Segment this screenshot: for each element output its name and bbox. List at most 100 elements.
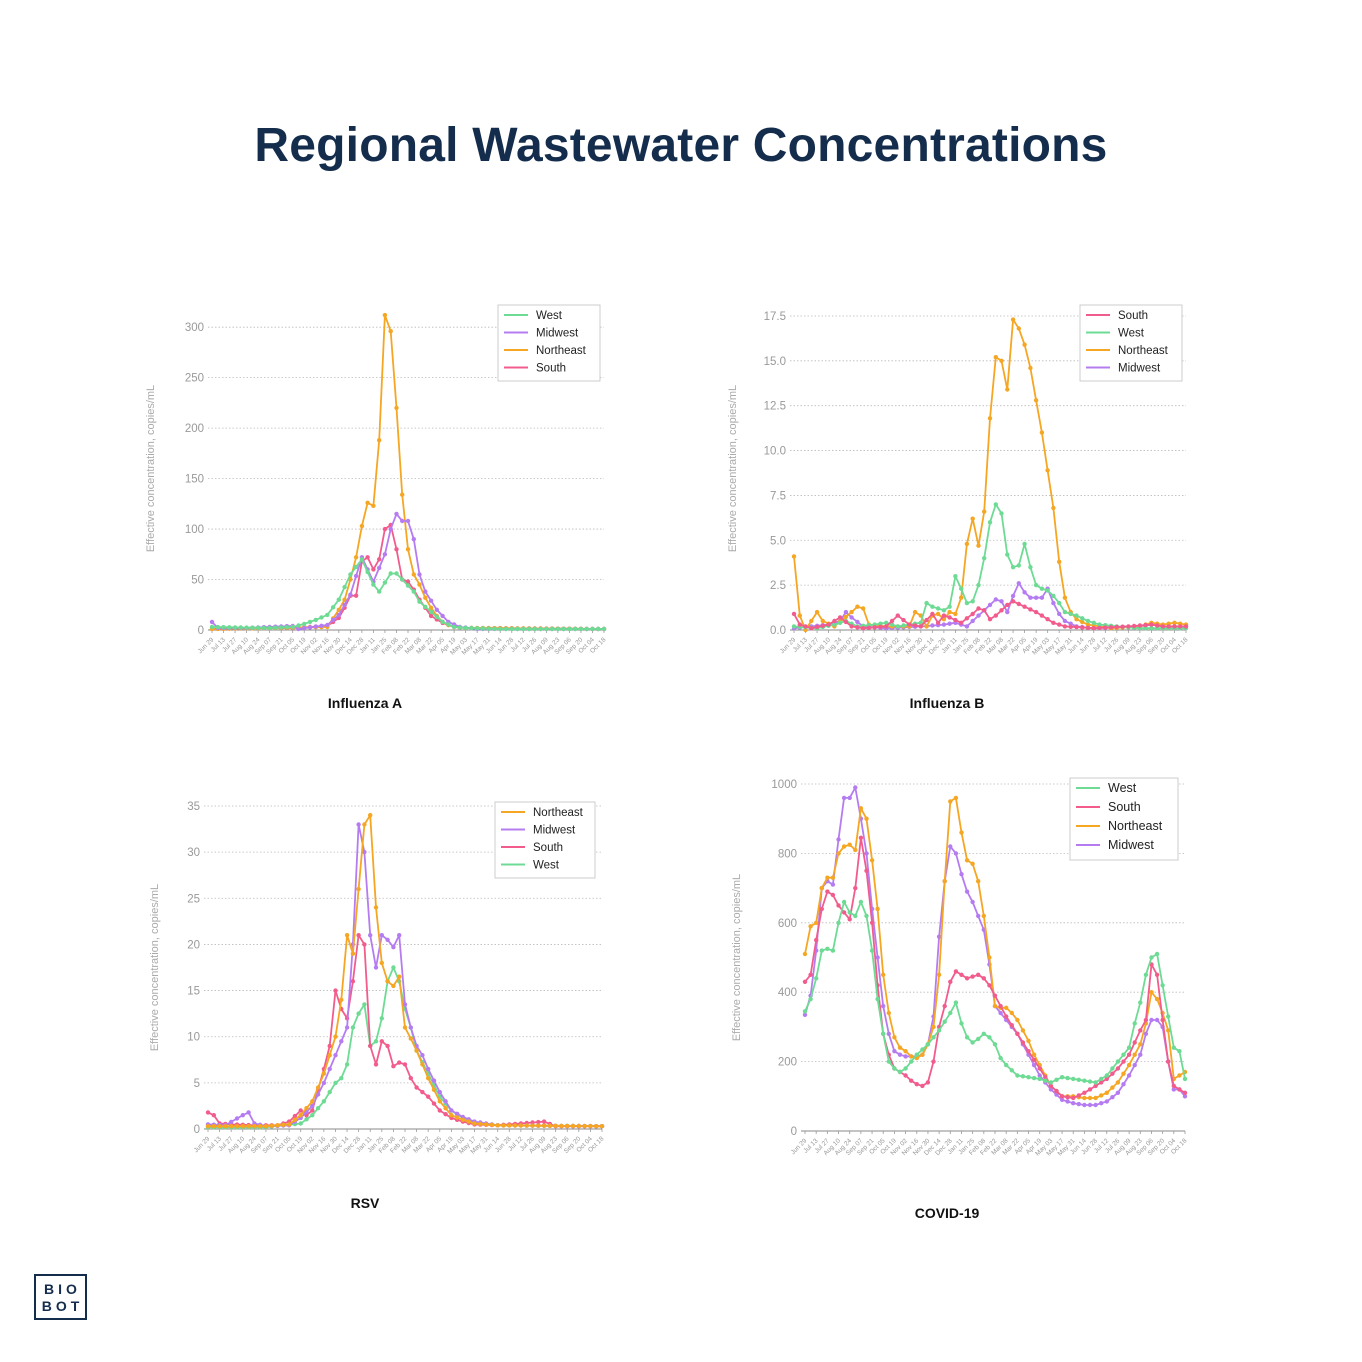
data-point	[1182, 1090, 1188, 1095]
data-point	[849, 615, 854, 620]
data-point	[1137, 623, 1143, 628]
data-point	[486, 626, 491, 631]
data-point	[290, 624, 295, 630]
data-point	[350, 979, 356, 984]
series-south	[209, 522, 607, 632]
data-point	[408, 1025, 413, 1030]
data-point	[853, 885, 858, 891]
data-point	[397, 1060, 402, 1065]
legend-label: Midwest	[536, 328, 579, 340]
data-point	[240, 1124, 245, 1129]
data-point	[532, 626, 537, 632]
data-point	[858, 806, 864, 811]
legend-label: South	[533, 842, 563, 854]
data-point	[987, 602, 993, 608]
data-point	[925, 1080, 931, 1085]
data-point	[1110, 1066, 1115, 1071]
data-point	[1177, 1049, 1182, 1054]
data-point	[797, 622, 802, 627]
data-point	[240, 1113, 245, 1118]
y-tick-label: 20	[187, 939, 200, 951]
data-point	[310, 1103, 315, 1109]
y-tick-label: 100	[185, 524, 204, 536]
data-point	[257, 1124, 263, 1129]
data-point	[814, 624, 820, 630]
y-tick-label: 25	[187, 893, 200, 905]
legend-label: Northeast	[536, 345, 587, 357]
data-point	[1031, 1075, 1037, 1081]
data-point	[976, 972, 981, 977]
data-point	[853, 913, 858, 919]
data-point	[437, 1108, 442, 1113]
data-point	[1057, 559, 1062, 564]
data-point	[426, 1094, 431, 1099]
data-point	[211, 1113, 216, 1118]
data-point	[261, 625, 267, 631]
data-point	[298, 1108, 303, 1113]
data-point	[1178, 624, 1183, 629]
data-point	[234, 1124, 240, 1129]
data-point	[530, 1123, 535, 1128]
data-point	[959, 595, 964, 600]
data-point	[936, 934, 942, 939]
data-point	[209, 619, 215, 625]
data-point	[953, 617, 958, 623]
data-point	[1104, 1076, 1109, 1082]
data-point	[269, 1123, 274, 1128]
data-point	[1045, 468, 1050, 473]
data-point	[1051, 620, 1056, 625]
data-point	[327, 1053, 332, 1058]
data-point	[1160, 1017, 1165, 1023]
y-tick-label: 50	[191, 575, 204, 587]
data-point	[344, 1062, 350, 1067]
data-point	[903, 1066, 908, 1071]
data-point	[895, 624, 900, 629]
data-point	[1126, 1052, 1132, 1057]
data-point	[1160, 624, 1166, 629]
legend-label: West	[1108, 781, 1137, 795]
data-point	[327, 1066, 332, 1072]
data-point	[953, 1000, 959, 1005]
data-point	[507, 1123, 512, 1128]
legend-label: Northeast	[1108, 819, 1163, 833]
data-point	[321, 1071, 327, 1076]
data-point	[936, 972, 942, 977]
data-point	[356, 886, 361, 892]
data-point	[814, 937, 819, 943]
data-point	[889, 622, 895, 627]
data-point	[342, 597, 347, 602]
data-point	[601, 626, 607, 632]
data-point	[1015, 1017, 1020, 1023]
data-point	[982, 608, 987, 613]
data-point	[391, 945, 396, 950]
data-point	[1149, 626, 1154, 631]
data-point	[1071, 1101, 1076, 1106]
data-point	[797, 613, 802, 618]
legend-label: Northeast	[1118, 345, 1169, 357]
data-point	[1093, 1102, 1098, 1108]
data-point	[356, 933, 361, 938]
data-point	[1039, 595, 1045, 600]
data-point	[588, 1123, 593, 1129]
data-point	[999, 608, 1004, 613]
data-point	[830, 892, 836, 898]
data-point	[987, 983, 992, 988]
data-point	[594, 1124, 599, 1129]
data-point	[837, 615, 843, 620]
series-line-south	[211, 524, 605, 630]
data-point	[903, 1073, 908, 1078]
data-point	[273, 625, 278, 630]
data-point	[982, 556, 987, 561]
data-point	[449, 1113, 454, 1118]
data-point	[302, 621, 307, 627]
data-point	[440, 619, 445, 625]
data-point	[802, 1009, 808, 1014]
data-point	[394, 405, 399, 411]
data-point	[1057, 611, 1062, 617]
data-point	[431, 1101, 437, 1106]
data-point	[296, 623, 301, 628]
data-point	[959, 830, 964, 835]
logo-line-2: BOT	[41, 1298, 84, 1314]
data-point	[1085, 622, 1091, 627]
data-point	[371, 582, 376, 587]
